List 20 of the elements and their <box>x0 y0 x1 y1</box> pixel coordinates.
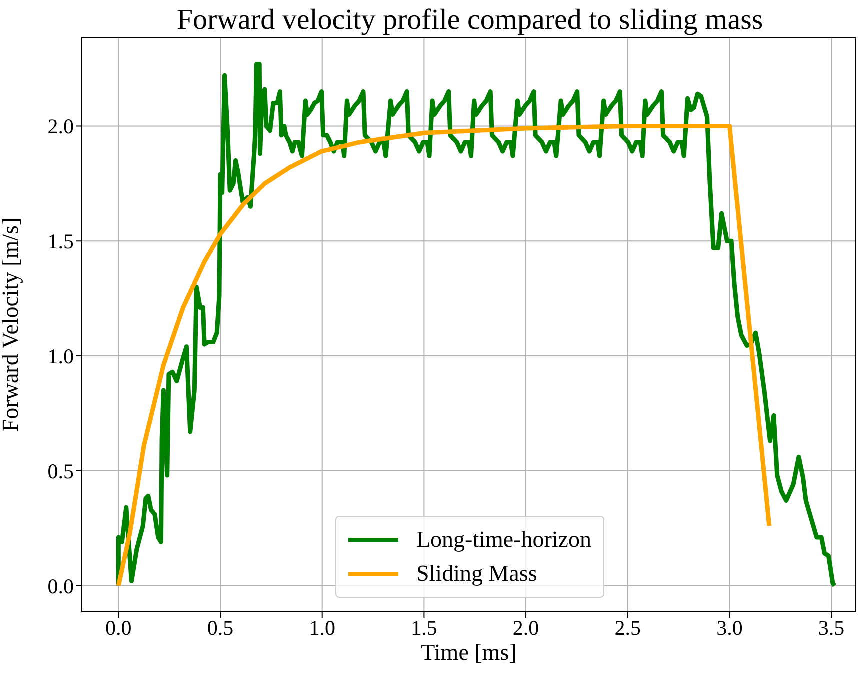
chart-title: Forward velocity profile compared to sliding mass <box>176 4 764 37</box>
x-tick-label: 3.5 <box>818 616 845 640</box>
y-tick-label: 0.5 <box>48 459 74 484</box>
x-tick-label: 1.5 <box>411 616 438 640</box>
legend-label: Long-time-horizon <box>416 527 592 553</box>
y-tick-label: 2.0 <box>48 114 74 139</box>
y-tick-label: 1.0 <box>48 344 74 368</box>
x-axis-title: Time [ms] <box>421 640 517 665</box>
line-series <box>116 62 838 588</box>
x-tick-label: 1.0 <box>309 616 336 640</box>
x-tick-label: 2.0 <box>512 616 540 640</box>
x-tick-label: 3.0 <box>716 616 743 640</box>
y-tick-label: 0.0 <box>48 574 74 598</box>
line-series <box>116 124 772 588</box>
y-axis-title: Forward Velocity [m/s] <box>0 218 24 432</box>
legend-label: Sliding Mass <box>416 561 538 587</box>
x-tick-label: 0.5 <box>207 616 234 640</box>
x-tick-label: 0.0 <box>106 616 132 640</box>
y-tick-label: 1.5 <box>48 230 74 254</box>
x-tick-label: 2.5 <box>614 616 641 640</box>
